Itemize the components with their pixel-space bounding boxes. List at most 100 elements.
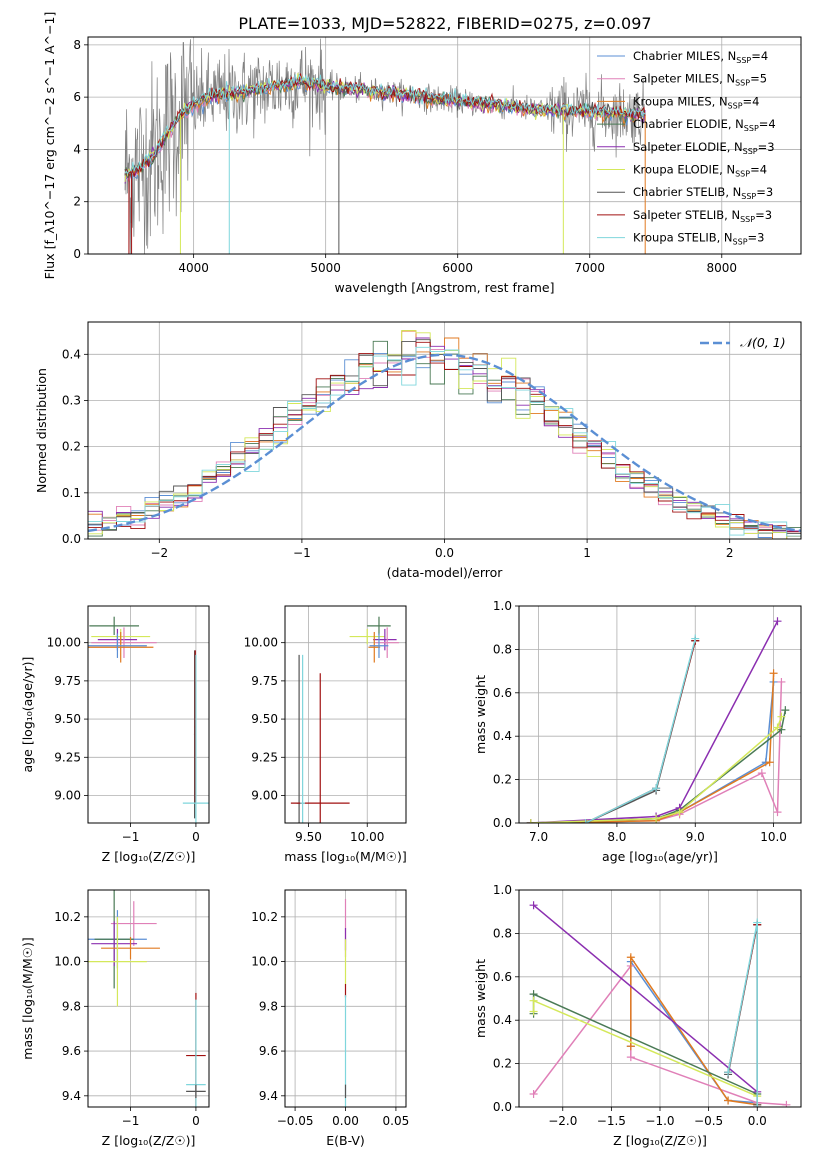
x-tick-label: 0.05 — [383, 1114, 410, 1128]
series-marker — [529, 901, 538, 910]
x-tick-label: 1 — [583, 546, 591, 560]
y-tick-label: 0.0 — [493, 816, 512, 830]
y-tick-label: 1.0 — [493, 599, 512, 613]
y-tick-label: 9.8 — [62, 999, 81, 1013]
series-marker — [529, 1089, 538, 1098]
error-bar-salpeter-elodie — [91, 921, 138, 967]
plot-area — [526, 617, 790, 823]
y-tick-label: 9.8 — [259, 999, 278, 1013]
legend: 𝒩(0, 1) — [700, 335, 786, 350]
x-axis-label: E(B-V) — [326, 1133, 365, 1148]
series-marker — [675, 808, 684, 817]
y-tick-label: 9.4 — [259, 1089, 278, 1103]
y-axis-label: Flux [f_λ10^−17 erg cm^−2 s^−1 A^−1] — [42, 12, 57, 280]
y-tick-label: 0.4 — [493, 729, 512, 743]
legend-label: Chabrier MILES, N — [633, 49, 736, 63]
y-tick-label: 10.2 — [54, 910, 81, 924]
normal-distribution-curve — [88, 353, 801, 533]
series-marker — [753, 1103, 762, 1107]
legend-entry: Kroupa MILES, NSSP=4 — [633, 94, 759, 110]
x-tick-label: 0.0 — [435, 546, 454, 560]
legend-subscript: SSP — [733, 238, 748, 247]
legend-subscript: SSP — [728, 101, 743, 110]
y-axis-label: mass weight — [473, 675, 488, 754]
series-marker — [769, 669, 778, 678]
model-spectrum-kroupa-stelib — [124, 73, 646, 175]
x-axis-label: Z [log₁₀(Z/Z☉)] — [613, 1133, 707, 1148]
series-marker — [626, 1042, 635, 1051]
figure-title: PLATE=1033, MJD=52822, FIBERID=0275, z=0… — [238, 14, 651, 33]
series-marker — [526, 819, 535, 823]
series-marker — [529, 1007, 538, 1016]
y-tick-label: 0.2 — [493, 1057, 512, 1071]
series-marker — [581, 819, 590, 823]
legend-subscript: SSP — [744, 124, 759, 133]
legend-suffix: =5 — [750, 72, 767, 86]
y-tick-label: 0.4 — [493, 1013, 512, 1027]
x-tick-label: −0.05 — [277, 1114, 314, 1128]
y-tick-label: 8 — [73, 38, 81, 52]
y-tick-label: 10.00 — [244, 636, 278, 650]
y-tick-label: 0.2 — [62, 440, 81, 454]
legend-subscript: SSP — [736, 56, 751, 65]
error-bar-chabrier-miles — [369, 633, 389, 658]
series-marker — [691, 634, 700, 643]
y-tick-label: 4 — [73, 142, 81, 156]
series-marker — [773, 808, 782, 817]
y-tick-label: 9.25 — [54, 750, 81, 764]
legend-suffix: =4 — [751, 49, 768, 63]
legend-label: Kroupa STELIB, N — [633, 231, 733, 245]
y-tick-label: 9.75 — [54, 674, 81, 688]
x-tick-label: 9.0 — [686, 830, 705, 844]
y-axis-label: age [log₁₀(age/yr)] — [20, 657, 35, 773]
legend-entry: Salpeter ELODIE, NSSP=3 — [633, 140, 775, 156]
series-marker — [724, 1096, 733, 1105]
x-tick-label: −1 — [122, 830, 140, 844]
axes-frame — [518, 605, 802, 824]
y-tick-label: 0.0 — [62, 532, 81, 546]
series-marker — [724, 1068, 733, 1077]
y-axis-label: Normed distribution — [34, 368, 49, 493]
legend-entry: Chabrier ELODIE, NSSP=4 — [633, 117, 776, 133]
series-marker — [781, 706, 790, 715]
y-tick-label: 9.6 — [259, 1044, 278, 1058]
x-axis-label: (data-model)/error — [387, 565, 504, 580]
series-marker — [652, 784, 661, 793]
legend-entry: Kroupa STELIB, NSSP=3 — [633, 231, 764, 247]
y-tick-label: 9.50 — [251, 712, 278, 726]
error-bar-salpeter-miles — [91, 627, 157, 658]
residuals-panel: −2 −1 0.0 1 2 0.0 0.1 0.2 0.3 0.4 (data-model)/err… — [34, 321, 802, 580]
series-marker — [529, 996, 538, 1005]
x-tick-label: 10.0 — [760, 830, 787, 844]
plot-area — [529, 901, 791, 1107]
legend-label: Salpeter MILES, N — [633, 72, 735, 86]
x-tick-label: −1.0 — [645, 1114, 674, 1128]
error-bar-kroupa-elodie — [88, 916, 147, 1007]
x-tick-label: −2 — [150, 546, 168, 560]
x-tick-label: 0 — [192, 830, 200, 844]
x-tick-label: 8.0 — [607, 830, 626, 844]
axes-frame — [87, 605, 210, 824]
legend-entry: Kroupa ELODIE, NSSP=4 — [633, 163, 767, 179]
y-tick-label: 9.6 — [62, 1044, 81, 1058]
x-axis-label: wavelength [Angstrom, rest frame] — [334, 280, 554, 295]
y-tick-label: 0.1 — [62, 486, 81, 500]
y-tick-label: 10.0 — [251, 955, 278, 969]
model-spectrum-salpeter-elodie — [124, 74, 646, 184]
series-marker — [765, 758, 774, 767]
series-kroupa-stelib — [724, 918, 762, 1107]
x-tick-label: −2.0 — [548, 1114, 577, 1128]
error-bar-kroupa-stelib — [300, 654, 305, 823]
age-vs-mass-panel: 9.50 10.00 9.00 9.25 9.50 9.75 10.00 mass [log₁… — [244, 605, 407, 864]
legend-subscript: SSP — [735, 79, 750, 88]
legend-entry: Chabrier MILES, NSSP=4 — [633, 49, 768, 65]
legend-label: Chabrier STELIB, N — [633, 185, 741, 199]
error-bar-kroupa-miles — [368, 631, 381, 663]
axes-frame — [87, 36, 802, 255]
legend-subscript: SSP — [743, 147, 758, 156]
series-marker — [757, 769, 766, 778]
y-tick-label: 0.6 — [493, 970, 512, 984]
series-marker — [777, 677, 786, 686]
legend-suffix: =3 — [755, 208, 772, 222]
